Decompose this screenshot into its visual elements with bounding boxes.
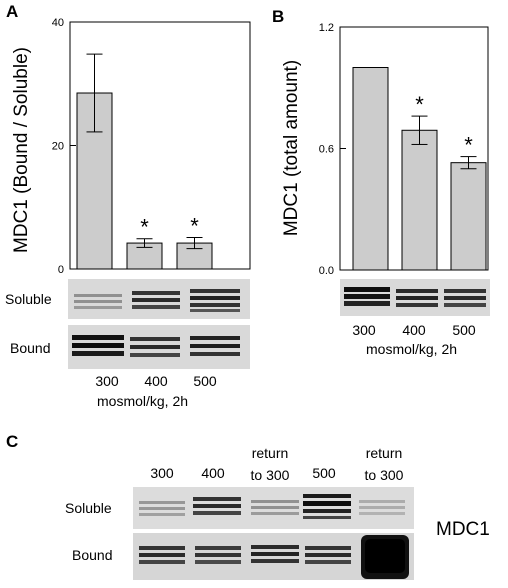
chart-b-significance-400: *: [415, 92, 424, 117]
chart-b-bar-300: [352, 67, 389, 271]
panel-c-lane-2-line-1: 400: [201, 465, 225, 481]
panel-c-letter: C: [6, 432, 19, 451]
chart-b-ylabel: MDC1 (total amount): [281, 60, 302, 236]
chart-a: 0 20 40 * * MDC1 (Bound / Soluble): [11, 17, 251, 276]
chart-b-significance-500: *: [464, 133, 473, 158]
panel-c-blot-soluble: [133, 487, 414, 529]
blot-b-lane-400: 400: [402, 322, 426, 338]
blot-a-soluble: [68, 279, 250, 319]
chart-a-ytick-label-1: 20: [52, 141, 64, 153]
chart-b-bar-400: [401, 129, 438, 271]
chart-b-ytick-label-1: 0.6: [319, 144, 334, 156]
blot-b-lane-500: 500: [452, 322, 476, 338]
chart-b: 0.0 0.6 1.2 * * MDC1 (total amount): [281, 22, 489, 277]
chart-b-bar-500: [450, 162, 487, 271]
panel-c-blot-bound: [133, 533, 414, 580]
chart-a-ytick-label-0: 0: [58, 264, 64, 276]
chart-b-ytick-label-2: 1.2: [319, 22, 334, 34]
blot-b-xlabel: mosmol/kg, 2h: [366, 341, 458, 357]
chart-a-significance-400: *: [140, 215, 149, 240]
panel-c-lane-4: 500: [302, 465, 346, 481]
panel-c-bound-label: Bound: [72, 547, 113, 563]
blot-a-soluble-label: Soluble: [5, 291, 52, 307]
panel-c-lane-3-line-2: to 300: [250, 467, 290, 483]
panel-c-lane-4-line-1: 500: [312, 465, 336, 481]
blot-a-xlabel: mosmol/kg, 2h: [97, 393, 189, 409]
blot-a-lane-500: 500: [193, 373, 217, 389]
panel-c-lane-5-line-2: to 300: [364, 467, 404, 483]
panel-c-lane-5-line-1: return: [365, 445, 403, 461]
blot-a-bound: [68, 325, 250, 369]
panel-c-lane-2: 400: [191, 465, 235, 481]
panel-c-lane-3-line-1: return: [251, 445, 289, 461]
chart-b-ytick-label-0: 0.0: [319, 265, 334, 277]
chart-a-ytick-label-2: 40: [52, 17, 64, 29]
blot-a-bound-label: Bound: [10, 340, 51, 356]
panel-c-lane-5: return to 300: [354, 442, 414, 486]
blot-b: [340, 279, 490, 316]
blot-a-lane-400: 400: [144, 373, 168, 389]
panel-c-lane-1-line-1: 300: [150, 465, 174, 481]
chart-a-ylabel: MDC1 (Bound / Soluble): [11, 47, 32, 253]
panel-a-letter: A: [6, 2, 19, 21]
blot-a-lane-300: 300: [95, 373, 119, 389]
panel-c-soluble-label: Soluble: [65, 500, 112, 516]
panel-b-letter: B: [272, 7, 285, 26]
panel-c-protein-label: MDC1: [436, 519, 490, 540]
panel-c-lane-3: return to 300: [240, 442, 300, 486]
blot-b-lane-300: 300: [352, 322, 376, 338]
panel-c-lane-1: 300: [140, 465, 184, 481]
chart-a-significance-500: *: [190, 214, 199, 239]
